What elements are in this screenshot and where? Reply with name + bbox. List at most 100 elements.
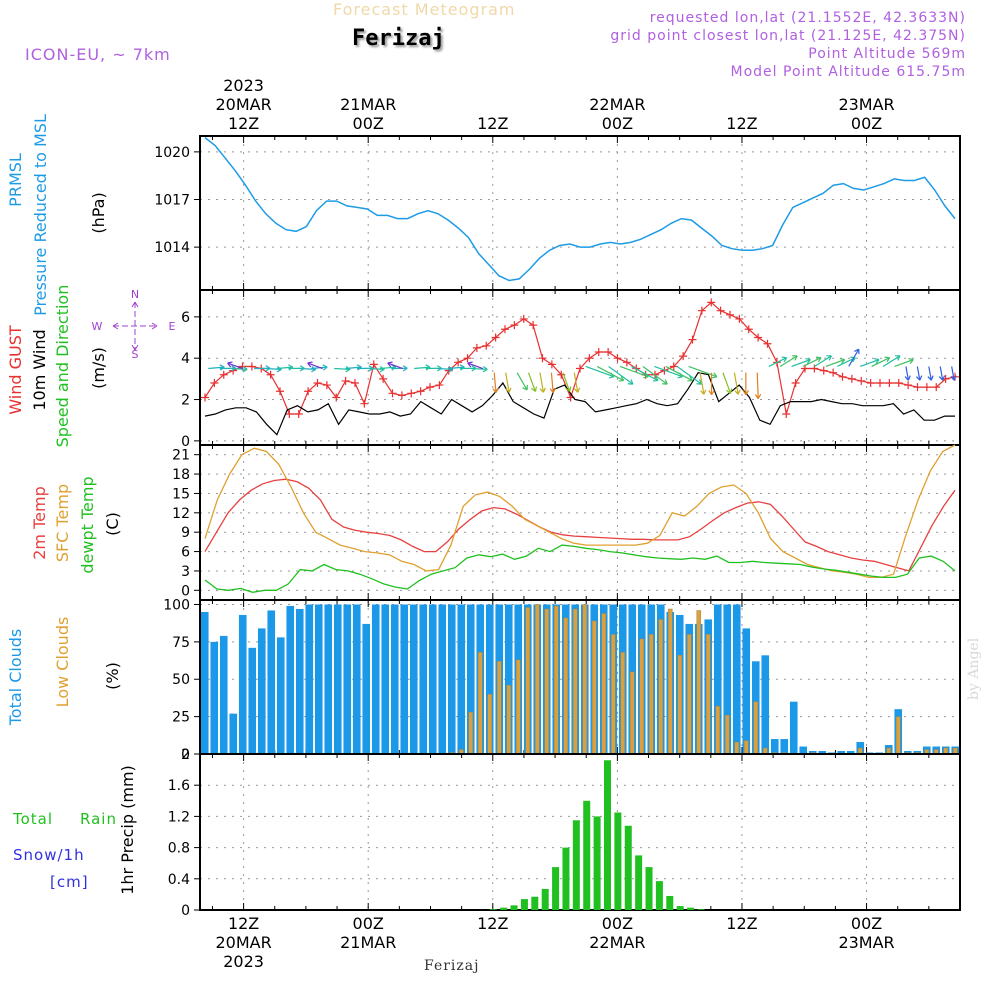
low-cloud-bar — [563, 617, 569, 755]
wind-arrow-head — [927, 375, 934, 381]
total-cloud-bar — [846, 751, 855, 754]
wind-arrow-head — [492, 387, 499, 393]
panel-clouds: 0 25 50 75 100 — [163, 597, 961, 763]
wind-arrow-head — [781, 356, 788, 363]
y-tick-label: 100 — [163, 597, 190, 613]
wind-arrow-head — [242, 365, 248, 373]
total-cloud-bar — [390, 604, 399, 754]
faint-title: Forecast Meteogram — [333, 0, 516, 19]
wind-direction-arrow — [928, 366, 932, 381]
wind-direction-arrow — [951, 366, 955, 381]
wind-direction-arrow — [448, 366, 465, 370]
gust-marker — [416, 387, 425, 396]
wind-arrow-head — [734, 389, 741, 395]
top-time-label: 12Z — [726, 114, 757, 133]
wind-direction-arrow — [471, 367, 488, 370]
total-cloud-bar — [457, 604, 466, 754]
panel-precip: 0 0.4 0.8 1.2 1.6 2 — [168, 747, 961, 919]
gust-marker — [922, 383, 931, 392]
bottom-time-label: 00Z — [851, 914, 882, 933]
bottom-time-label: 23MAR — [838, 933, 894, 952]
gust-marker — [210, 379, 219, 387]
top-time-label: 22MAR — [589, 95, 645, 114]
y-tick-label: 6 — [181, 310, 190, 326]
ylabel-low-clouds: Low Clouds — [53, 617, 72, 708]
gust-marker — [782, 410, 791, 418]
wind-direction-arrow — [825, 359, 845, 368]
total-cloud-bar — [314, 604, 323, 754]
rain-bar — [572, 820, 580, 910]
low-cloud-bar — [639, 638, 645, 755]
top-time-label: 12Z — [228, 114, 259, 133]
wind-arrow-head — [627, 379, 634, 385]
total-cloud-bar — [742, 628, 751, 754]
total-cloud-bar — [770, 739, 779, 754]
wind-direction-arrow — [368, 367, 385, 370]
bottom-time-label: 2023 — [223, 952, 264, 971]
total-cloud-bar — [837, 751, 846, 754]
wind-direction-arrow — [334, 367, 351, 370]
total-cloud-bar — [248, 647, 257, 754]
wind-direction-arrow — [859, 359, 880, 368]
wind-arrow-head — [915, 375, 923, 381]
low-cloud-bar — [629, 671, 635, 755]
gust-marker — [622, 358, 631, 367]
rain-bar — [635, 855, 643, 910]
wind-arrow-head — [565, 386, 572, 392]
gust-marker — [913, 383, 922, 392]
rain-bar — [489, 909, 497, 910]
panel-frame — [199, 135, 961, 291]
ylabel-dewpt-temp: dewpt Temp — [78, 476, 97, 573]
wind-direction-arrow — [676, 365, 702, 385]
ylabel-pressure-msl: Pressure Reduced to MSL — [31, 114, 50, 316]
wind-arrow-head — [742, 390, 750, 395]
gust-marker — [360, 399, 369, 408]
wind-arrow-head — [652, 375, 659, 382]
total-cloud-bar — [200, 611, 209, 754]
wind-direction-arrow — [208, 366, 225, 370]
gust-marker — [547, 360, 556, 369]
point-altitude: Point Altitude 569m — [808, 46, 966, 62]
gust-marker — [810, 364, 819, 373]
bottom-time-label: 00Z — [353, 914, 384, 933]
rain-bar — [645, 867, 653, 910]
wind-direction-arrow — [699, 372, 705, 395]
gust-marker — [604, 348, 613, 356]
top-time-label: 23MAR — [838, 95, 894, 114]
y-tick-label: 3 — [181, 564, 190, 580]
bottom-time-label: 12Z — [477, 914, 508, 933]
wind-arrow-head — [539, 387, 546, 393]
grid-point-coords: grid point closest lon,lat (21.125E, 42.… — [610, 28, 966, 44]
gust-marker — [463, 354, 472, 363]
wind-arrow-head — [549, 387, 556, 393]
wind-direction-arrow — [585, 365, 615, 378]
low-cloud-bar — [686, 634, 692, 755]
gust-marker — [435, 381, 444, 390]
low-cloud-bar — [743, 740, 749, 755]
gust-marker — [426, 383, 434, 392]
panel-pressure: 1014 1017 1020 — [154, 135, 961, 291]
wind-direction-arrow — [596, 365, 624, 382]
y-tick-label: 1.2 — [168, 809, 190, 825]
wind-direction-arrow — [493, 372, 497, 393]
wind-line — [204, 372, 955, 436]
wind-arrow-head — [662, 379, 668, 385]
y-tick-label: 6 — [181, 545, 190, 561]
total-cloud-bar — [286, 605, 295, 754]
gust-line — [204, 301, 956, 415]
bottom-time-label: 21MAR — [340, 933, 396, 952]
compass-arrows — [112, 301, 158, 351]
gust-marker — [332, 393, 341, 402]
ylabel-sfc-temp: SFC Temp — [53, 484, 72, 562]
low-cloud-bar — [601, 613, 607, 755]
bottom-time-label: 20MAR — [215, 933, 271, 952]
wind-direction-arrow — [345, 366, 362, 370]
total-cloud-bar — [504, 604, 513, 754]
wind-arrow-head — [708, 390, 715, 395]
legend-cm: [cm] — [50, 873, 89, 891]
low-cloud-bar — [667, 608, 673, 755]
gust-marker — [313, 379, 322, 387]
wind-direction-arrow — [882, 355, 901, 367]
wind-direction-arrow — [631, 365, 659, 382]
